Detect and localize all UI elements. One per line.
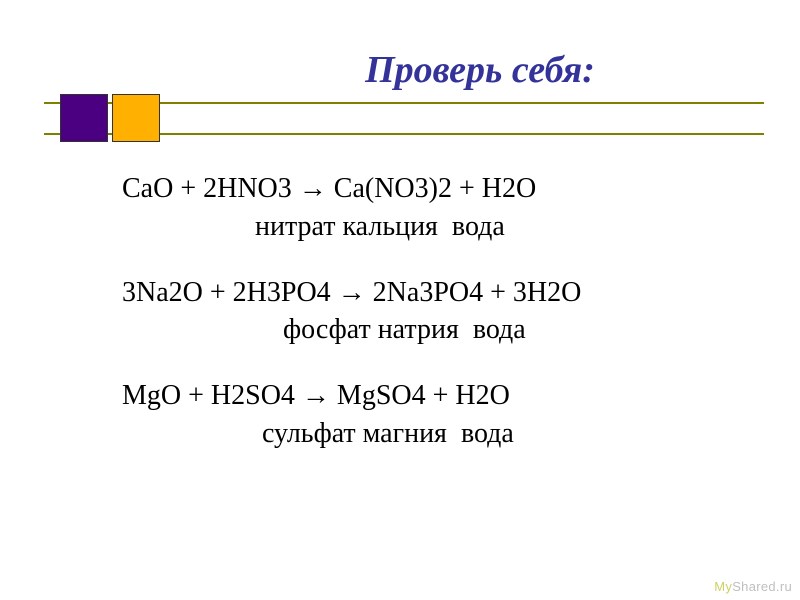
equation-formula: CaO + 2HNO3 → Ca(NO3)2 + H2O [122, 170, 742, 208]
watermark: MyShared.ru [714, 579, 792, 594]
decor-square-right [112, 94, 160, 142]
slide: Проверь себя: CaO + 2HNO3 → Ca(NO3)2 + H… [0, 0, 800, 600]
equation-formula: MgO + H2SO4 → MgSO4 + H2O [122, 377, 742, 415]
equation-block: CaO + 2HNO3 → Ca(NO3)2 + H2O нитрат каль… [122, 170, 742, 246]
slide-title: Проверь себя: [220, 48, 740, 92]
content-area: CaO + 2HNO3 → Ca(NO3)2 + H2O нитрат каль… [122, 170, 742, 481]
equation-formula: 3Na2O + 2H3PO4 → 2Na3PO4 + 3H2O [122, 274, 742, 312]
equation-block: MgO + H2SO4 → MgSO4 + H2O сульфат магния… [122, 377, 742, 453]
decor-square-left [60, 94, 108, 142]
watermark-part1: My [714, 579, 732, 594]
watermark-part2: Shared.ru [732, 579, 792, 594]
equation-description: фосфат натрия вода [122, 311, 742, 349]
equation-description: сульфат магния вода [122, 415, 742, 453]
equation-block: 3Na2O + 2H3PO4 → 2Na3PO4 + 3H2O фосфат н… [122, 274, 742, 350]
equation-description: нитрат кальция вода [122, 208, 742, 246]
